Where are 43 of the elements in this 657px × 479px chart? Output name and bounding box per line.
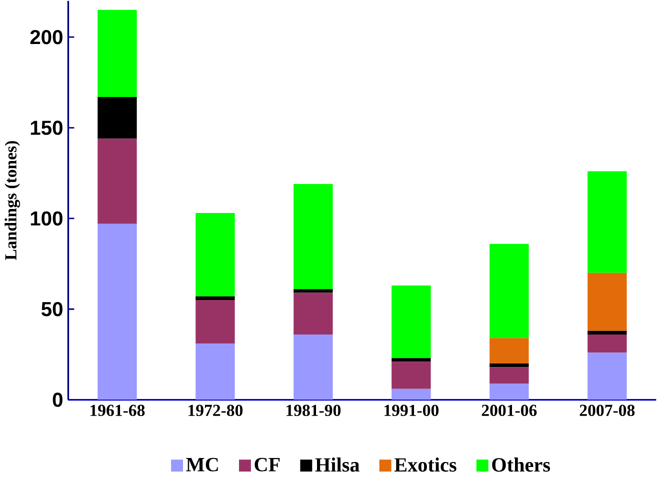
y-tick-label: 200 bbox=[30, 30, 62, 44]
x-tick-label: 2007-08 bbox=[580, 404, 635, 416]
x-tick-label: 2001-06 bbox=[482, 404, 537, 416]
bar bbox=[294, 184, 333, 290]
legend-label: CF bbox=[254, 458, 280, 472]
bar bbox=[294, 292, 333, 334]
bar bbox=[588, 171, 627, 273]
y-tick-label: 0 bbox=[52, 392, 62, 407]
legend-label: Exotics bbox=[394, 457, 456, 472]
bar bbox=[392, 285, 431, 358]
legend-label: MC bbox=[186, 458, 218, 472]
bar bbox=[196, 300, 235, 344]
y-axis-title: Landings (tones) bbox=[4, 140, 20, 260]
x-tick-label: 1961-68 bbox=[90, 404, 145, 416]
y-tick-label: 100 bbox=[30, 211, 62, 226]
x-tick-label: 1981-90 bbox=[286, 404, 341, 416]
bar bbox=[98, 224, 137, 400]
bar bbox=[294, 289, 333, 293]
bar bbox=[588, 330, 627, 334]
x-tick-label: 1991-00 bbox=[384, 404, 439, 416]
bar bbox=[98, 96, 137, 139]
bar bbox=[98, 10, 137, 97]
bar bbox=[392, 362, 431, 389]
bar bbox=[294, 334, 333, 400]
bar bbox=[490, 367, 529, 384]
y-tick-label: 50 bbox=[41, 302, 62, 316]
legend-label: Hilsa bbox=[315, 457, 360, 472]
bar bbox=[490, 338, 529, 364]
bar bbox=[392, 388, 431, 400]
legend-label: Others bbox=[492, 457, 550, 472]
bar bbox=[196, 343, 235, 400]
bar bbox=[98, 138, 137, 224]
bar bbox=[196, 212, 235, 296]
bar bbox=[196, 296, 235, 300]
bar bbox=[588, 352, 627, 400]
bar bbox=[588, 272, 627, 331]
bar bbox=[392, 358, 431, 362]
bar bbox=[588, 334, 627, 353]
x-tick-label: 1972-80 bbox=[188, 404, 243, 416]
bar bbox=[490, 363, 529, 368]
bar bbox=[490, 383, 529, 400]
y-tick-label: 150 bbox=[30, 120, 62, 135]
bar bbox=[490, 244, 529, 338]
